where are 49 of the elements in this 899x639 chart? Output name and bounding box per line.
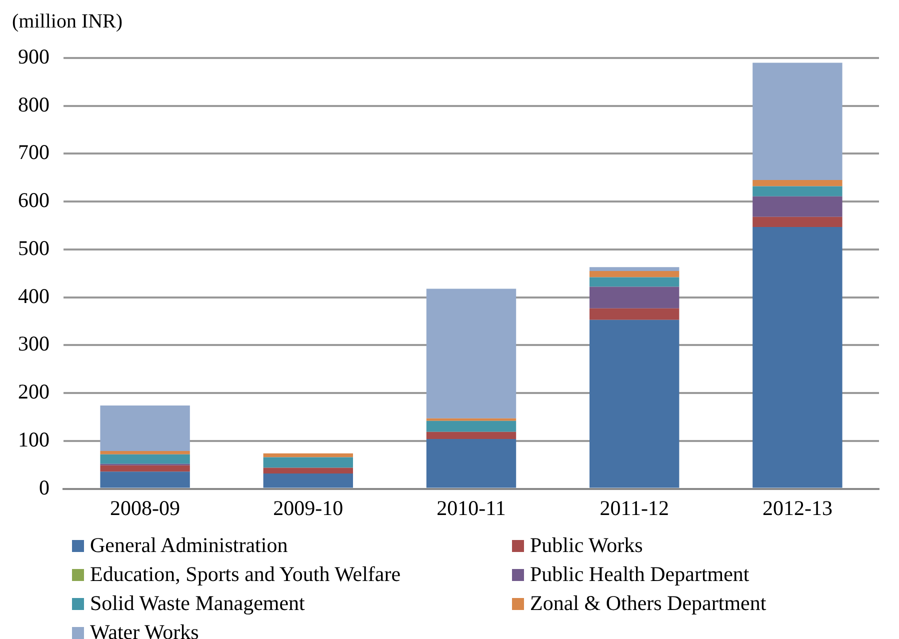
bar xyxy=(100,450,190,454)
bar xyxy=(426,420,516,432)
bar xyxy=(589,277,680,287)
bar xyxy=(263,473,354,488)
bar xyxy=(426,439,516,488)
bar xyxy=(589,320,680,488)
x-tick-label: 2011-12 xyxy=(600,496,669,520)
bar xyxy=(263,457,354,468)
bar xyxy=(752,226,842,488)
bar xyxy=(426,432,516,440)
legend-label: Education, Sports and Youth Welfare xyxy=(90,562,401,587)
y-tick-label: 500 xyxy=(18,236,50,260)
bar xyxy=(752,180,842,186)
bar xyxy=(100,465,190,472)
legend-label: Zonal & Others Department xyxy=(530,591,766,616)
y-tick-label: 100 xyxy=(18,427,50,452)
bar xyxy=(426,418,516,421)
legend-label: Public Health Department xyxy=(530,562,750,587)
bar xyxy=(100,406,190,451)
bar xyxy=(589,267,680,272)
y-tick-label: 900 xyxy=(18,44,50,69)
bar xyxy=(589,286,680,308)
bar xyxy=(752,62,842,180)
y-tick-label: 700 xyxy=(18,140,50,164)
bar xyxy=(589,271,680,278)
bar xyxy=(100,454,190,464)
y-tick-label: 0 xyxy=(39,475,50,500)
x-tick-label: 2009-10 xyxy=(273,496,344,520)
y-tick-label: 800 xyxy=(18,92,50,116)
y-tick-label: 600 xyxy=(18,188,50,212)
x-tick-label: 2012-13 xyxy=(762,496,832,520)
y-tick-label: 300 xyxy=(18,332,50,356)
y-tick-label: 200 xyxy=(18,380,50,404)
x-tick-label: 2010-11 xyxy=(436,496,506,520)
bar xyxy=(752,186,842,196)
x-tick-label: 2008-09 xyxy=(110,496,180,520)
bar xyxy=(100,472,190,488)
bar xyxy=(752,196,842,217)
legend-label: Water Works xyxy=(90,620,199,639)
legend-label: Public Works xyxy=(530,533,643,558)
bar xyxy=(263,453,354,458)
legend-label: General Administration xyxy=(90,533,288,558)
y-axis-title: (million INR) xyxy=(12,10,123,32)
bar xyxy=(426,288,516,418)
bar xyxy=(589,308,680,320)
bar xyxy=(263,468,354,474)
y-tick-label: 400 xyxy=(18,284,50,308)
bar xyxy=(752,216,842,227)
legend-label: Solid Waste Management xyxy=(90,591,305,616)
